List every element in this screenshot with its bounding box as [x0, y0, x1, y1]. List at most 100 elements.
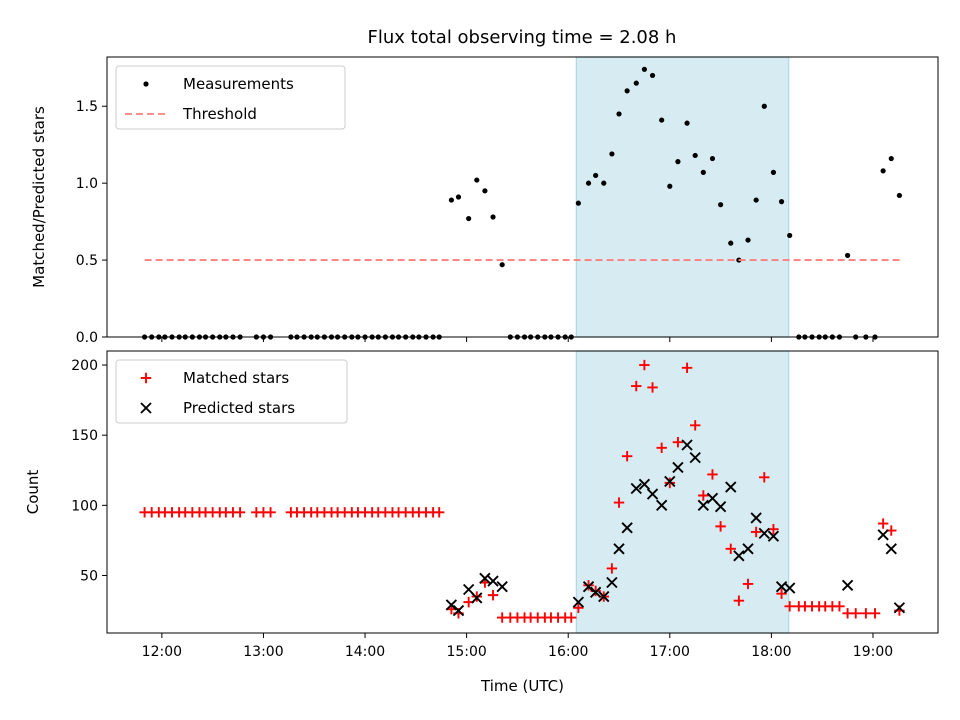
y-tick-label: 0.5	[76, 253, 98, 269]
measurement-point	[844, 252, 851, 259]
measurement-point	[448, 197, 454, 203]
measurement-point	[499, 262, 505, 268]
predicted-star-point	[885, 543, 897, 555]
panel-ratio: 0.0 0.5 1.0 1.5 Matched/Predicted stars Mea…	[30, 56, 939, 346]
matched-star-point	[433, 507, 445, 518]
legend-label-predicted: Predicted stars	[183, 399, 295, 417]
measurement-point	[761, 103, 767, 109]
measurement-point	[633, 80, 639, 86]
measurement-point	[649, 72, 656, 79]
matched-star-point	[681, 362, 693, 374]
predicted-star-point	[656, 499, 668, 511]
y-tick-label: 150	[71, 428, 98, 444]
chart-title: Flux total observing time = 2.08 h	[368, 27, 677, 48]
predicted-star-point	[841, 579, 854, 591]
measurement-point	[482, 188, 488, 194]
predicted-star-point	[689, 451, 701, 464]
y-tick-label: 100	[71, 498, 98, 514]
series-predicted-stars	[445, 439, 906, 617]
matched-star-point	[664, 477, 676, 489]
series-matched-stars	[139, 359, 905, 623]
legend-marker	[143, 81, 149, 87]
matched-star-point	[566, 612, 577, 623]
matched-star-point	[759, 472, 770, 483]
predicted-star-point	[725, 481, 737, 493]
measurement-point	[575, 200, 581, 206]
matched-star-point	[487, 589, 499, 601]
y-tick-label: 1.5	[76, 99, 98, 115]
shaded-interval-bottom	[575, 350, 790, 634]
predicted-star-point	[471, 592, 483, 604]
matched-star-point	[265, 507, 276, 518]
matched-star-point	[698, 490, 709, 501]
matched-star-point	[750, 526, 762, 538]
measurement-point	[675, 159, 681, 165]
measurement-point	[659, 117, 665, 123]
predicted-star-point	[572, 596, 585, 608]
measurement-point	[455, 194, 462, 200]
matched-star-point	[613, 497, 625, 508]
predicted-star-point	[487, 575, 499, 587]
shaded-interval-top	[575, 56, 790, 338]
predicted-star-point	[606, 576, 618, 589]
measurement-point	[880, 168, 886, 174]
legend-box-ratio	[115, 65, 346, 130]
axes-bottom: 12:00 13:00 14:00 15:00 16:00 17:00 18:00 19:00…	[71, 358, 893, 660]
matched-star-point	[707, 469, 718, 480]
predicted-star-point	[646, 488, 659, 500]
predicted-star-point	[479, 572, 491, 584]
predicted-star-point	[750, 512, 762, 524]
shaded-interval-rect	[575, 56, 790, 338]
legend-label-matched: Matched stars	[183, 369, 289, 387]
measurement-point	[641, 66, 648, 72]
matched-star-point	[768, 523, 779, 535]
matched-star-point	[631, 380, 642, 392]
measurement-point	[466, 215, 472, 222]
predicted-star-point	[877, 529, 889, 541]
legend-symbol-measurements	[143, 81, 149, 87]
panel-count: 12:00 13:00 14:00 15:00 16:00 17:00 18:00 19:00…	[24, 350, 939, 695]
measurement-point	[601, 180, 607, 186]
measurement-point	[787, 232, 793, 239]
matched-star-point	[583, 580, 594, 591]
matched-star-point	[656, 442, 667, 454]
matched-star-point	[690, 420, 701, 431]
x-tick-label: 15:00	[446, 644, 486, 660]
y-tick-label: 200	[71, 358, 98, 374]
legend-box-count	[115, 359, 348, 424]
y-axis-label-count: Count	[24, 470, 42, 515]
legend-marker	[140, 402, 152, 414]
predicted-star-point	[638, 478, 651, 490]
matched-star-point	[621, 451, 633, 462]
measurement-point	[753, 197, 759, 203]
predicted-star-point	[733, 550, 745, 562]
predicted-star-point	[681, 439, 693, 451]
matched-star-point	[776, 588, 787, 599]
measurement-point	[700, 169, 706, 175]
measurement-point	[717, 202, 724, 208]
matched-star-point	[647, 382, 658, 393]
measurement-point	[490, 214, 496, 220]
x-tick-label: 16:00	[548, 644, 588, 660]
matched-star-point	[850, 608, 861, 619]
matched-star-point	[869, 608, 881, 619]
measurement-point	[728, 240, 734, 246]
measurement-point	[624, 88, 630, 94]
measurement-point	[888, 155, 894, 162]
matched-star-point	[877, 518, 889, 529]
predicted-star-point	[714, 501, 727, 513]
predicted-star-point	[613, 543, 625, 555]
measurement-point	[778, 199, 785, 205]
legend-symbol-matched	[140, 372, 152, 384]
measurement-point	[474, 177, 480, 183]
measurement-point	[709, 155, 716, 162]
measurement-point	[667, 183, 673, 189]
predicted-star-point	[445, 599, 458, 611]
x-tick-label: 17:00	[650, 644, 690, 660]
legend-marker	[140, 372, 152, 384]
matched-star-point	[573, 602, 584, 613]
legend-label-threshold: Threshold	[182, 105, 257, 123]
legend-symbol-predicted	[140, 402, 152, 414]
measurement-point	[770, 169, 777, 175]
predicted-star-point	[621, 522, 633, 534]
